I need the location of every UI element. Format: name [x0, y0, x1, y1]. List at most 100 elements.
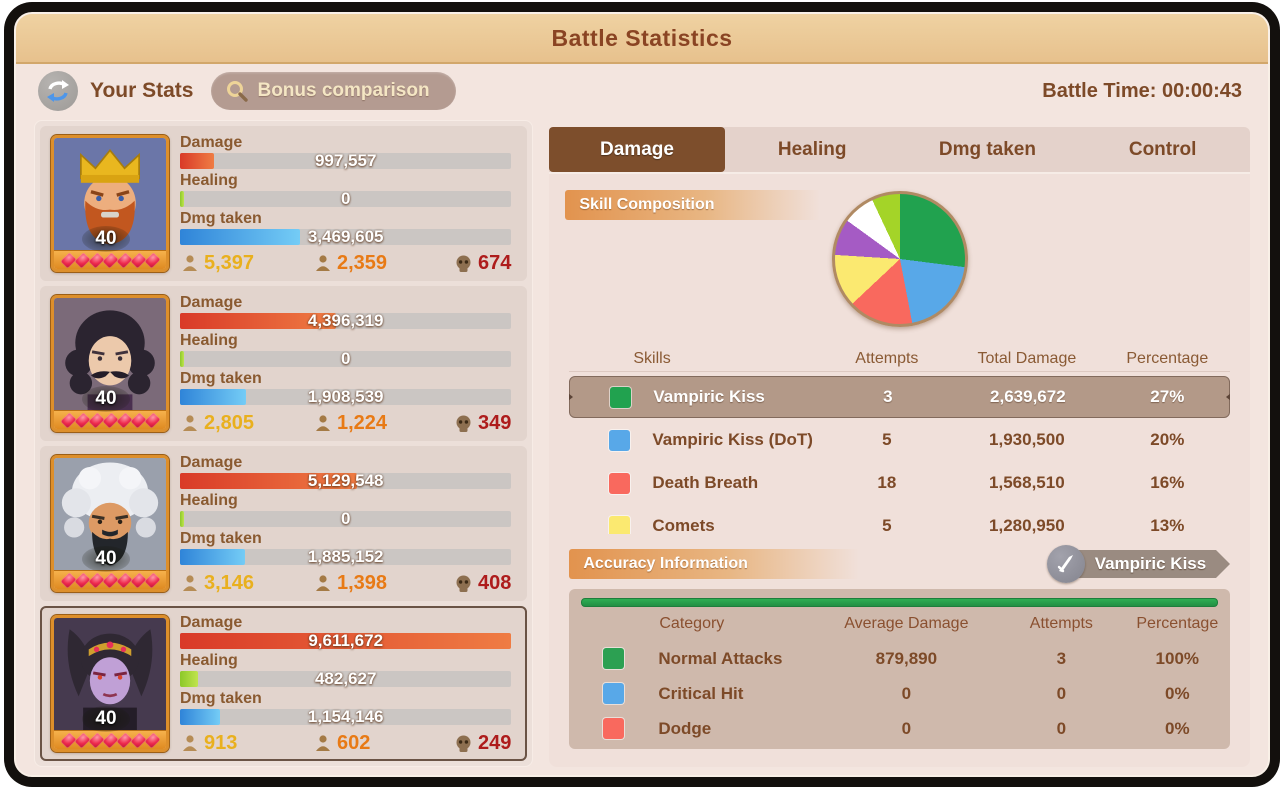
damage-value: 9,611,672 [308, 631, 384, 650]
skill-color-chip [610, 386, 632, 408]
slightly-wounded-icon [183, 574, 197, 591]
damage-value: 5,129,548 [307, 471, 384, 490]
accuracy-row-critical-hit: Critical Hit 0 0 0% [581, 676, 1218, 711]
dmg-taken-value: 1,908,539 [307, 387, 384, 406]
attempts-value: 3 [1056, 648, 1067, 668]
title-bar: Battle Statistics [16, 14, 1268, 64]
healing-bar: 0 [180, 189, 512, 208]
commander-level: 40 [82, 546, 130, 572]
dead-count: 349 [478, 412, 512, 434]
skill-gem-strip [54, 250, 166, 269]
healing-bar: 0 [180, 349, 512, 368]
skill-row-comets[interactable]: Comets 5 1,280,950 13% [569, 505, 1230, 534]
swap-view-button[interactable] [38, 71, 78, 111]
percentage-value: 0% [1165, 718, 1190, 738]
severely-wounded-icon [316, 414, 330, 431]
dmg-taken-value: 1,154,146 [307, 707, 384, 726]
commander-portrait-queen: 40 [50, 614, 170, 753]
skill-gem-strip [54, 410, 166, 429]
severely-wounded-count: 1,398 [337, 572, 388, 594]
selection-arrow-left-icon [569, 390, 574, 404]
skill-attempts: 5 [882, 516, 892, 534]
severely-wounded-icon [316, 734, 330, 751]
skill-name: Death Breath [652, 473, 759, 492]
dmg-taken-label: Dmg taken [180, 690, 262, 707]
skill-total-damage: 2,639,672 [990, 387, 1066, 406]
commander-stats-panel: 40 Damage 997,557 Healing 0 [34, 120, 534, 767]
damage-label: Damage [180, 454, 243, 471]
severely-wounded-icon [316, 574, 330, 591]
severely-wounded-count: 1,224 [337, 412, 388, 434]
commander-card-2[interactable]: 40 Damage 4,396,319 Healing [40, 286, 528, 441]
category-name: Dodge [658, 718, 712, 738]
category-color-chip [603, 648, 625, 669]
dmg-taken-bar: 1,154,146 [180, 707, 512, 726]
accuracy-row-normal-attacks: Normal Attacks 879,890 3 100% [581, 641, 1218, 676]
slightly-wounded-count: 3,146 [204, 572, 255, 594]
commander-card-4-selected[interactable]: 40 Damage 9,611,672 Healing [40, 606, 528, 761]
attempts-column-header: Attempts [855, 349, 919, 367]
skill-color-chip [609, 472, 631, 494]
healing-value: 0 [340, 189, 351, 208]
severely-wounded-count: 602 [337, 732, 371, 754]
your-stats-label: Your Stats [90, 79, 194, 102]
tab-dmg-taken[interactable]: Dmg taken [938, 138, 1036, 160]
skill-row-vampiric-kiss-dot[interactable]: Vampiric Kiss (DoT) 5 1,930,500 20% [569, 419, 1230, 461]
details-panel: Damage Healing Dmg taken Control Skill C… [549, 127, 1251, 767]
skill-row-vampiric-kiss[interactable]: Vampiric Kiss 3 2,639,672 27% [569, 376, 1231, 418]
damage-label: Damage [180, 134, 243, 151]
slightly-wounded-icon [183, 414, 197, 431]
sword-icon [1057, 555, 1073, 573]
slightly-wounded-icon [183, 734, 197, 751]
accuracy-information-header: Accuracy Information [569, 549, 860, 579]
healing-bar: 482,627 [180, 669, 512, 688]
accuracy-ratio-bar [581, 598, 1219, 607]
skill-attempts: 5 [882, 430, 892, 449]
accuracy-panel: Category Average Damage Attempts Percent… [569, 589, 1231, 749]
average-damage-column-header: Average Damage [844, 615, 969, 632]
bonus-comparison-label: Bonus comparison [257, 80, 430, 101]
category-column-header: Category [659, 615, 725, 632]
skills-list: Vampiric Kiss 3 2,639,672 27% Vampiric K… [569, 376, 1231, 534]
slightly-wounded-count: 5,397 [204, 252, 255, 274]
attempts-column-header: Attempts [1029, 615, 1093, 632]
dmg-taken-bar: 3,469,605 [180, 227, 512, 246]
skill-name: Vampiric Kiss [653, 387, 765, 406]
commander-level: 40 [82, 386, 130, 412]
healing-label: Healing [180, 332, 238, 349]
damage-bar: 997,557 [180, 151, 512, 170]
commander-card-1[interactable]: 40 Damage 997,557 Healing 0 [40, 126, 528, 281]
skill-row-death-breath[interactable]: Death Breath 18 1,568,510 16% [569, 462, 1230, 504]
tab-damage[interactable]: Damage [549, 127, 725, 172]
category-name: Critical Hit [658, 683, 744, 703]
dmg-taken-bar: 1,908,539 [180, 387, 512, 406]
detail-tabs: Damage Healing Dmg taken Control [549, 127, 1251, 174]
selection-arrow-right-icon [1226, 390, 1231, 404]
skill-total-damage: 1,930,500 [989, 430, 1065, 449]
category-color-chip [603, 683, 625, 704]
skill-color-chip [609, 429, 631, 451]
dead-skull-icon [456, 575, 471, 592]
tab-healing[interactable]: Healing [777, 138, 847, 160]
slightly-wounded-count: 2,805 [204, 412, 255, 434]
skill-percentage: 16% [1150, 473, 1185, 492]
skill-color-chip [609, 515, 631, 534]
severely-wounded-count: 2,359 [337, 252, 388, 274]
selected-skill-badge[interactable]: Vampiric Kiss [1046, 545, 1231, 583]
damage-label: Damage [180, 294, 243, 311]
accuracy-row-dodge: Dodge 0 0 0% [581, 711, 1218, 746]
skill-name: Comets [652, 516, 715, 534]
commander-card-3[interactable]: 40 Damage 5,129,548 Healing [40, 446, 528, 601]
dead-count: 674 [478, 252, 512, 274]
percentage-column-header: Percentage [1136, 615, 1219, 632]
skill-total-damage: 1,280,950 [989, 516, 1065, 534]
slightly-wounded-icon [183, 254, 197, 271]
commander-portrait-king: 40 [50, 134, 170, 273]
damage-bar: 4,396,319 [180, 311, 512, 330]
damage-bar: 9,611,672 [180, 631, 512, 650]
commander-portrait-noble: 40 [50, 294, 170, 433]
skills-table: Skills Attempts Total Damage Percentage … [569, 346, 1231, 534]
bonus-comparison-button[interactable]: Bonus comparison [211, 72, 456, 110]
dead-count: 408 [478, 572, 512, 594]
tab-control[interactable]: Control [1128, 138, 1197, 160]
